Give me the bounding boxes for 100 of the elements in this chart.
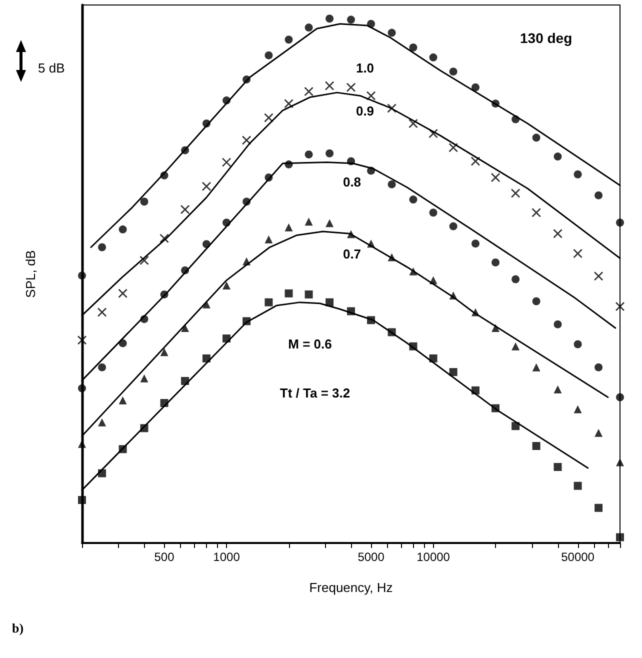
annotation: 0.8 <box>342 174 362 190</box>
point <box>140 315 148 324</box>
point <box>449 68 458 76</box>
point <box>97 308 107 317</box>
point <box>202 182 212 192</box>
point <box>616 393 624 402</box>
point <box>347 307 355 316</box>
point <box>366 91 376 100</box>
point <box>428 128 438 138</box>
point <box>284 223 293 232</box>
point <box>367 166 376 175</box>
point <box>574 405 582 414</box>
x-tick-label: 500 <box>154 550 175 564</box>
point <box>160 234 169 244</box>
point <box>492 404 500 412</box>
point <box>160 290 168 298</box>
point <box>510 188 520 198</box>
point <box>449 368 458 376</box>
point <box>449 292 458 300</box>
point <box>284 98 294 108</box>
point <box>409 267 418 276</box>
point <box>388 253 396 262</box>
point <box>78 272 86 280</box>
point <box>594 271 604 281</box>
point <box>202 120 210 128</box>
point <box>304 218 313 226</box>
point <box>429 276 438 284</box>
point <box>409 43 418 52</box>
point <box>78 384 86 392</box>
point <box>492 324 500 332</box>
point <box>222 158 232 168</box>
point <box>574 340 582 348</box>
point <box>367 316 376 324</box>
x-tick-label: 1000 <box>213 550 240 564</box>
point <box>264 174 273 182</box>
point <box>118 396 127 404</box>
point <box>429 354 438 362</box>
point <box>202 300 210 308</box>
point <box>326 298 334 306</box>
point <box>532 134 540 142</box>
point <box>222 96 231 104</box>
point <box>181 146 190 154</box>
point <box>118 339 127 348</box>
text: 5 dB <box>38 60 65 76</box>
point <box>616 458 624 466</box>
point <box>471 386 480 394</box>
point <box>78 496 86 504</box>
point <box>181 376 190 385</box>
point <box>532 208 542 218</box>
point <box>490 172 500 182</box>
x-tick-label: 5000 <box>358 550 385 564</box>
point <box>574 170 582 178</box>
text: b) <box>12 620 24 636</box>
point <box>326 149 334 158</box>
point <box>594 504 603 512</box>
annotation: 0.7 <box>342 246 362 262</box>
point <box>532 442 540 450</box>
point <box>409 196 418 204</box>
point <box>347 230 355 238</box>
point <box>202 240 210 248</box>
point <box>388 328 396 336</box>
point <box>140 256 149 266</box>
point <box>264 298 273 306</box>
point <box>304 290 313 298</box>
annotation: 0.9 <box>356 104 374 118</box>
point <box>554 320 562 328</box>
point <box>98 418 106 426</box>
x-axis-title: Frequency, Hz <box>309 580 393 595</box>
point <box>492 100 500 108</box>
point <box>532 363 540 372</box>
annotation: 130 deg <box>520 30 572 46</box>
point <box>180 204 190 214</box>
point <box>594 191 603 200</box>
point <box>471 240 480 248</box>
annotation: M = 0.6 <box>288 336 332 352</box>
point <box>264 235 273 244</box>
point <box>264 51 273 60</box>
point <box>140 424 148 432</box>
point <box>98 243 106 252</box>
x-tick-label: 10000 <box>416 550 450 564</box>
point <box>448 142 458 152</box>
point <box>554 462 562 471</box>
point <box>471 83 480 92</box>
point <box>347 157 355 166</box>
point <box>387 104 396 113</box>
point <box>388 180 396 188</box>
point <box>284 289 293 298</box>
point <box>118 288 128 298</box>
point <box>284 160 293 168</box>
point <box>140 198 148 206</box>
point <box>408 118 418 128</box>
point <box>409 342 418 350</box>
annotation: Tt / Ta = 3.2 <box>280 386 350 400</box>
point <box>470 156 480 166</box>
point <box>222 218 231 227</box>
point <box>615 302 625 312</box>
point <box>512 342 520 350</box>
point <box>264 113 274 122</box>
point <box>181 324 190 332</box>
point <box>553 228 562 238</box>
